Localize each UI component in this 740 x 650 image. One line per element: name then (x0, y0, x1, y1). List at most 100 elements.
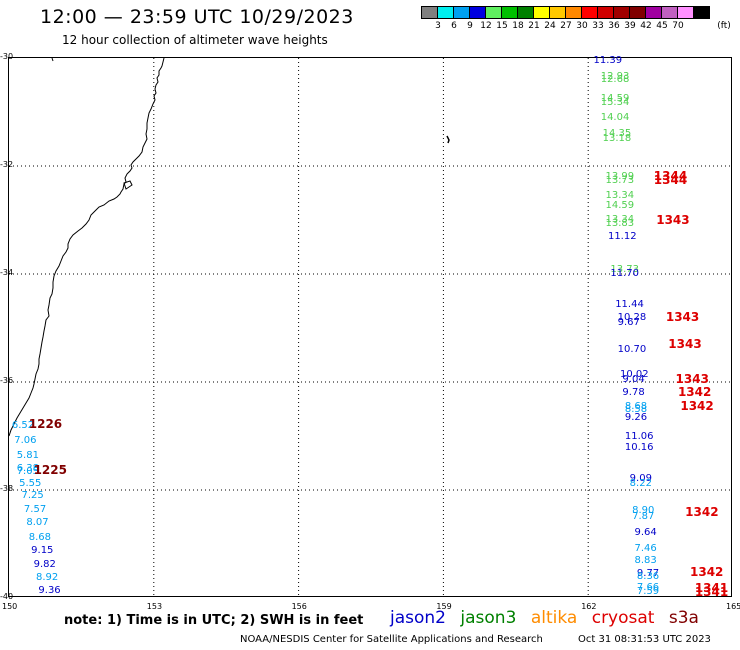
pass-time-label: 1226 (28, 417, 63, 432)
wave-height-value: 13.73 (605, 174, 635, 186)
wave-height-value: 10.28 (617, 311, 647, 323)
legend-swatch (517, 6, 534, 19)
pass-time-label: 1225 (33, 462, 67, 477)
color-legend (421, 6, 710, 19)
wave-height-value: 11.70 (610, 268, 639, 280)
legend-tick-label: 70 (672, 21, 684, 31)
wave-height-value: 13.83 (605, 218, 635, 230)
legend-tick-label: 24 (544, 21, 556, 31)
wave-height-value: 9.09 (629, 472, 652, 484)
wave-height-value: 9.15 (31, 545, 54, 557)
wave-height-value: 8.22 (629, 478, 652, 490)
lord-howe-island (446, 135, 450, 144)
wave-height-value: 5.81 (16, 450, 39, 462)
wave-height-value: 9.04 (622, 373, 645, 385)
pass-time-label: 1342 (680, 398, 714, 413)
page-subtitle: 12 hour collection of altimeter wave hei… (62, 33, 328, 47)
pass-time-label: 1342 (685, 505, 719, 520)
legend-swatch (629, 6, 646, 19)
wave-height-value: 9.67 (617, 317, 640, 329)
satellite-jason2: jason2 (390, 608, 446, 628)
legend-swatch (421, 6, 438, 19)
longitude-label: 159 (436, 602, 452, 611)
footer-note: note: 1) Time is in UTC; 2) SWH is in fe… (64, 613, 364, 628)
wave-height-value: 14.59 (600, 93, 630, 105)
wave-height-value: 11.39 (593, 54, 623, 66)
wave-height-value: 14.59 (605, 200, 635, 212)
legend-tick-label: 45 (656, 21, 668, 31)
wave-height-value: 5.55 (19, 478, 42, 490)
legend-tick-label: 21 (528, 21, 540, 31)
legend-swatch (533, 6, 550, 19)
wave-height-value: 13.99 (605, 170, 635, 182)
pass-time-label: 1344 (653, 172, 688, 187)
pass-time-label: 1341 (694, 580, 729, 595)
wave-height-value: 8.36 (636, 571, 660, 583)
wave-height-value: 9.64 (634, 526, 657, 538)
wave-height-value: 13.18 (602, 133, 632, 145)
wave-height-value: 9.36 (38, 585, 61, 597)
coastline (9, 58, 165, 437)
pass-time-label: 1343 (668, 337, 702, 352)
legend-tick-label: 39 (624, 21, 636, 31)
wave-height-value: 8.68 (28, 532, 52, 544)
legend-tick-label: 18 (512, 21, 524, 31)
wave-height-value: 7.59 (636, 585, 660, 597)
latitude-label: -34 (0, 268, 14, 277)
wave-height-value: 7.05 (16, 466, 39, 478)
wave-height-value: 14.35 (602, 128, 632, 140)
legend-swatch (453, 6, 470, 19)
legend-swatch (485, 6, 502, 19)
footer-credit: NOAA/NESDIS Center for Satellite Applica… (240, 634, 543, 645)
pass-time-label: 1343 (665, 310, 700, 325)
legend-swatch (693, 6, 710, 19)
wave-height-value: 6.52 (11, 419, 35, 431)
wave-height-value: 8.07 (26, 517, 49, 529)
legend-tick-label: 27 (560, 21, 572, 31)
wave-height-value: 7.25 (21, 490, 44, 502)
legend-tick-label: 6 (451, 21, 457, 31)
legend-swatch (565, 6, 582, 19)
lat-lon-grid (9, 58, 733, 598)
legend-tick-labels: 3 6 9 12 15 18 21 24 27 30 33 36 39 42 45 70 (ft) (422, 21, 740, 35)
wave-height-value: 15.34 (600, 96, 630, 108)
legend-tick-label: 33 (592, 21, 604, 31)
latitude-label: -38 (0, 484, 14, 493)
wave-height-value: 8.83 (634, 554, 657, 566)
footer-date: Oct 31 08:31:53 UTC 2023 (578, 634, 711, 645)
wave-height-value: 13.34 (605, 189, 635, 201)
legend-tick-label: 9 (467, 21, 473, 31)
wave-height-value: 12.68 (600, 74, 630, 86)
legend-swatch (645, 6, 662, 19)
pass-time-label: 1343 (675, 371, 709, 386)
wave-height-value: 10.70 (617, 344, 647, 356)
pass-time-label: 1342 (690, 565, 724, 580)
coastline-fragment (51, 58, 54, 62)
legend-swatch (613, 6, 630, 19)
map-canvas (9, 58, 733, 598)
wave-height-value: 10.16 (624, 441, 654, 453)
latitude-label: -40 (0, 592, 14, 601)
longitude-label: 156 (291, 602, 307, 611)
satellite-altika: altika (530, 608, 578, 628)
wave-height-value: 14.04 (600, 112, 630, 124)
latitude-label: -32 (0, 160, 14, 169)
legend-swatch (501, 6, 518, 19)
wave-height-map (8, 57, 733, 598)
wave-height-value: 7.06 (14, 434, 37, 446)
wave-height-value: 13.73 (610, 264, 639, 276)
wave-height-value: 7.46 (634, 542, 657, 554)
longitude-label: 165 (726, 602, 740, 611)
wave-height-value: 13.34 (605, 214, 635, 226)
wave-height-value: 8.90 (632, 505, 655, 517)
legend-swatch (677, 6, 694, 19)
legend-swatch (437, 6, 454, 19)
longitude-label: 153 (146, 602, 163, 611)
legend-unit: (ft) (717, 21, 731, 31)
pass-time-label: 1341 (694, 584, 729, 599)
legend-tick-label: 15 (496, 21, 508, 31)
satellite-legend: jason2 jason3 altika cryosat s3a (390, 608, 708, 628)
legend-tick-label: 36 (608, 21, 620, 31)
legend-swatch (661, 6, 678, 19)
satellite-cryosat: cryosat (591, 608, 655, 628)
